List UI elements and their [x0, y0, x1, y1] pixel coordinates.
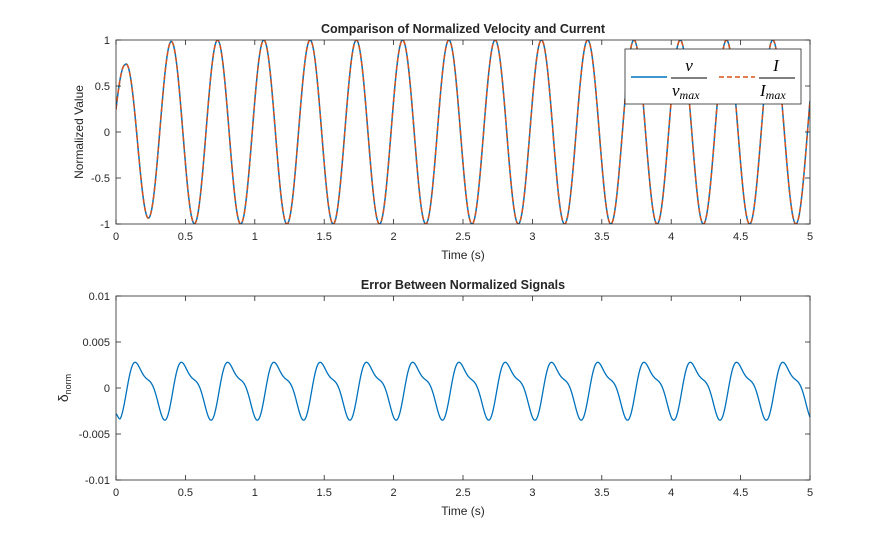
- axes2-ytick-label: 0.01: [89, 291, 110, 303]
- axes1-ylabel: Normalized Value: [72, 85, 86, 179]
- axes1-xtick-label: 5: [807, 231, 813, 243]
- axes1-ytick-label: -0.5: [91, 173, 110, 185]
- axes2-xtick-label: 0: [113, 487, 119, 499]
- axes2-xtick-label: 1.5: [317, 487, 332, 499]
- axes2-plot-area: [115, 361, 811, 421]
- axes2-xtick-label: 4.5: [733, 487, 748, 499]
- velocity-current-axes: 0 0.5 1 1.5 2 2.5 3 3.5 4 4.5 5 -1 -0.5 0 0.5 1 Compari…: [72, 22, 813, 262]
- legend: v vmax I Imax: [624, 48, 802, 105]
- axes2-ylabel: δnorm: [55, 374, 73, 402]
- axes1-xtick-label: 4.5: [733, 231, 748, 243]
- axes2-xtick-label: 2: [391, 487, 397, 499]
- axes1-xtick-label: 0: [113, 231, 119, 243]
- axes2-background: [116, 296, 810, 480]
- axes2-ytick-label: -0.01: [85, 475, 110, 487]
- axes2-xtick-label: 3.5: [594, 487, 609, 499]
- axes1-xtick-label: 1: [252, 231, 258, 243]
- axes2-xtick-label: 0.5: [178, 487, 193, 499]
- axes1-xtick-label: 3.5: [594, 231, 609, 243]
- axes1-xtick-label: 2: [391, 231, 397, 243]
- axes2-xtick-label: 1: [252, 487, 258, 499]
- axes2-title: Error Between Normalized Signals: [361, 278, 565, 292]
- legend-velocity-denominator: vmax: [672, 81, 700, 102]
- axes1-xtick-label: 0.5: [178, 231, 193, 243]
- axes1-ytick-label: 0: [104, 127, 110, 139]
- axes1-ytick-label: 0.5: [95, 81, 110, 93]
- legend-current-numerator: I: [772, 56, 780, 75]
- axes2-ytick-label: -0.005: [79, 429, 110, 441]
- axes1-ytick-label: 1: [104, 35, 110, 47]
- axes2-xlabel: Time (s): [441, 504, 485, 518]
- current-series-line: [116, 40, 810, 224]
- axes1-xlabel: Time (s): [441, 248, 485, 262]
- legend-current-denominator: Imax: [759, 81, 786, 102]
- axes2-xtick-label: 4: [668, 487, 674, 499]
- axes1-xtick-label: 4: [668, 231, 674, 243]
- axes2-ytick-label: 0: [104, 383, 110, 395]
- axes1-xtick-label: 1.5: [317, 231, 332, 243]
- axes1-title: Comparison of Normalized Velocity and Cu…: [321, 22, 606, 36]
- error-series-line: [115, 361, 811, 421]
- axes1-ticks: 0 0.5 1 1.5 2 2.5 3 3.5 4 4.5 5 -1 -0.5 0 0.5 1: [91, 35, 813, 243]
- axes2-xtick-label: 3: [529, 487, 535, 499]
- axes2-ticks: 0 0.5 1 1.5 2 2.5 3 3.5 4 4.5 5 -0.01 -0.005 0 0.005 0.…: [79, 291, 813, 499]
- axes1-plot-area: [116, 40, 810, 224]
- axes1-xtick-label: 2.5: [455, 231, 470, 243]
- axes1-xtick-label: 3: [529, 231, 535, 243]
- axes2-xtick-label: 5: [807, 487, 813, 499]
- axes2-xtick-label: 2.5: [455, 487, 470, 499]
- error-axes: 0 0.5 1 1.5 2 2.5 3 3.5 4 4.5 5 -0.01 -0.005 0 0.005 0.…: [55, 278, 813, 518]
- axes1-ytick-label: -1: [100, 219, 110, 231]
- axes2-ytick-label: 0.005: [82, 337, 110, 349]
- legend-velocity-numerator: v: [685, 56, 693, 75]
